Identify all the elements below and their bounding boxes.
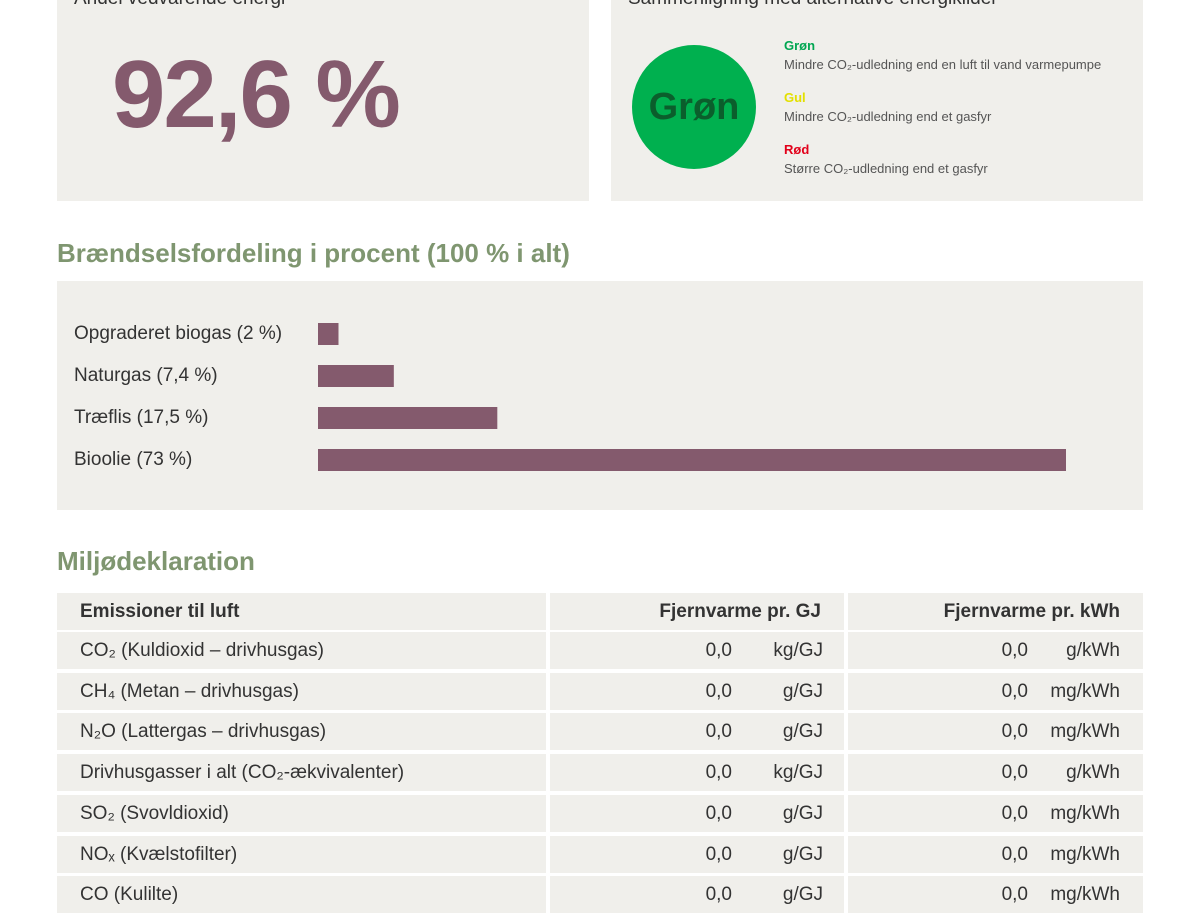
legend-label: Grøn [784, 38, 816, 53]
legend-text: Mindre CO₂-udledning end et gasfyr [784, 109, 992, 124]
renewable-panel [57, 0, 589, 201]
unit: g/GJ [782, 721, 823, 743]
value: 0,0 [1001, 762, 1028, 784]
unit: g/kWh [1066, 762, 1120, 784]
row-label: CO (Kulilte) [80, 884, 179, 906]
chart-panel [57, 281, 1143, 510]
table-cell [57, 632, 546, 669]
table-cell [550, 794, 844, 832]
table-cell [550, 835, 844, 873]
legend-label: Rød [784, 142, 810, 157]
value: 0,0 [1001, 640, 1028, 661]
badge-circle [632, 45, 756, 169]
renewable-value: 92,6 % [112, 41, 401, 148]
unit: g/GJ [782, 884, 823, 906]
table-cell [550, 632, 844, 669]
value: 0,0 [1001, 884, 1028, 906]
value: 0,0 [1001, 680, 1028, 702]
unit: g/GJ [782, 680, 823, 702]
table-cell [57, 713, 546, 751]
legend-text: Større CO₂-udledning end et gasfyr [784, 161, 988, 176]
unit: kg/GJ [773, 762, 823, 784]
table-cell [550, 713, 844, 751]
table-cell [848, 672, 1143, 710]
unit: kg/GJ [773, 640, 823, 661]
bar-label: Naturgas (7,4 %) [74, 365, 218, 386]
row-label: SO₂ (Svovldioxid) [80, 802, 229, 824]
header-cell: Fjernvarme pr. GJ [550, 593, 844, 630]
legend-text: Mindre CO₂-udledning end en luft til van… [784, 57, 1102, 72]
value: 0,0 [705, 640, 732, 661]
value: 0,0 [1001, 802, 1028, 824]
bar [318, 365, 394, 387]
row-label: CH₄ (Metan – drivhusgas) [80, 680, 299, 702]
row-label: N₂O (Lattergas – drivhusgas) [80, 721, 327, 743]
row-label: NOₓ (Kvælstofilter) [80, 843, 238, 865]
table-cell [848, 632, 1143, 669]
bar-label: Træflis (17,5 %) [74, 407, 208, 428]
unit: mg/kWh [1050, 802, 1120, 824]
table-cell [848, 794, 1143, 832]
table-cell [57, 794, 546, 832]
bar [318, 323, 339, 345]
table-cell [57, 672, 546, 710]
section-heading: Miljødeklaration [57, 546, 255, 576]
renewable-title: Andel vedvarende energi [74, 0, 285, 10]
value: 0,0 [705, 843, 732, 865]
row-label: Drivhusgasser i alt (CO₂-ækvivalenter) [80, 762, 405, 784]
table-cell [57, 835, 546, 873]
value: 0,0 [705, 802, 732, 824]
value: 0,0 [705, 884, 732, 906]
bar-label: Bioolie (73 %) [74, 449, 192, 470]
unit: mg/kWh [1050, 721, 1120, 743]
table-cell [848, 713, 1143, 751]
unit: mg/kWh [1050, 680, 1120, 702]
header-cell: Fjernvarme pr. kWh [848, 593, 1143, 630]
table-cell [550, 754, 844, 792]
value: 0,0 [1001, 843, 1028, 865]
legend-label: Gul [784, 90, 806, 105]
unit: mg/kWh [1050, 843, 1120, 865]
badge-text: Grøn [648, 86, 740, 128]
bar [318, 449, 1066, 471]
comparison-title: Sammenligning med alternative energikild… [628, 0, 998, 10]
section-heading: Brændselsfordeling i procent (100 % i al… [57, 238, 570, 268]
bar [318, 407, 498, 429]
unit: mg/kWh [1050, 884, 1120, 906]
value: 0,0 [705, 680, 732, 702]
bar-label: Opgraderet biogas (2 %) [74, 323, 282, 344]
unit: g/GJ [782, 843, 823, 865]
unit: g/GJ [782, 802, 823, 824]
row-label: CO₂ (Kuldioxid – drivhusgas) [80, 640, 324, 661]
table-cell [848, 754, 1143, 792]
value: 0,0 [705, 762, 732, 784]
table-cell [57, 754, 546, 792]
table-cell [550, 672, 844, 710]
unit: g/kWh [1066, 640, 1120, 661]
header-cell: Emissioner til luft [57, 593, 546, 630]
table-cell [848, 835, 1143, 873]
value: 0,0 [705, 721, 732, 743]
value: 0,0 [1001, 721, 1028, 743]
